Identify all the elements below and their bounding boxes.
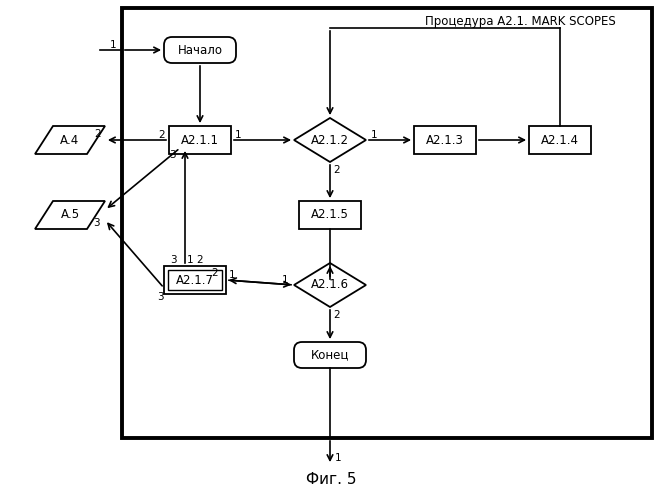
Bar — [414, 126, 476, 154]
Text: 3: 3 — [169, 150, 175, 160]
Text: 3: 3 — [157, 292, 164, 302]
Text: Фиг. 5: Фиг. 5 — [306, 472, 356, 488]
Polygon shape — [294, 118, 366, 162]
Bar — [168, 270, 222, 290]
Bar — [164, 266, 226, 294]
Text: 2: 2 — [159, 130, 166, 140]
Text: А.5: А.5 — [60, 208, 79, 222]
FancyBboxPatch shape — [164, 37, 236, 63]
Text: А2.1.2: А2.1.2 — [311, 134, 349, 146]
Text: А2.1.3: А2.1.3 — [426, 134, 464, 146]
Text: Процедура А2.1. MARK SCOPES: Процедура А2.1. MARK SCOPES — [424, 16, 616, 28]
Text: 3: 3 — [93, 218, 99, 228]
Text: А2.1.7: А2.1.7 — [176, 274, 214, 286]
Bar — [529, 126, 591, 154]
FancyBboxPatch shape — [294, 342, 366, 368]
Bar — [122, 8, 652, 438]
Text: 1: 1 — [282, 275, 289, 285]
Bar — [169, 126, 231, 154]
Text: Конец: Конец — [311, 348, 349, 362]
Bar — [299, 201, 361, 229]
Text: 1: 1 — [228, 270, 235, 280]
Text: Начало: Начало — [177, 44, 222, 57]
Text: 2: 2 — [212, 268, 218, 278]
Text: А2.1.1: А2.1.1 — [181, 134, 219, 146]
Text: А2.1.4: А2.1.4 — [541, 134, 579, 146]
Text: 2: 2 — [95, 129, 101, 139]
Polygon shape — [35, 126, 105, 154]
Text: 2: 2 — [334, 310, 340, 320]
Text: 2: 2 — [197, 255, 203, 265]
Text: 1: 1 — [335, 453, 342, 463]
Text: 1: 1 — [187, 255, 193, 265]
Text: 3: 3 — [169, 255, 176, 265]
Text: А.4: А.4 — [60, 134, 79, 146]
Polygon shape — [294, 263, 366, 307]
Polygon shape — [35, 201, 105, 229]
Text: 1: 1 — [110, 40, 117, 50]
Text: А2.1.6: А2.1.6 — [311, 278, 349, 291]
Text: А2.1.5: А2.1.5 — [311, 208, 349, 222]
Text: 2: 2 — [334, 165, 340, 175]
Text: 1: 1 — [235, 130, 242, 140]
Text: 1: 1 — [371, 130, 377, 140]
